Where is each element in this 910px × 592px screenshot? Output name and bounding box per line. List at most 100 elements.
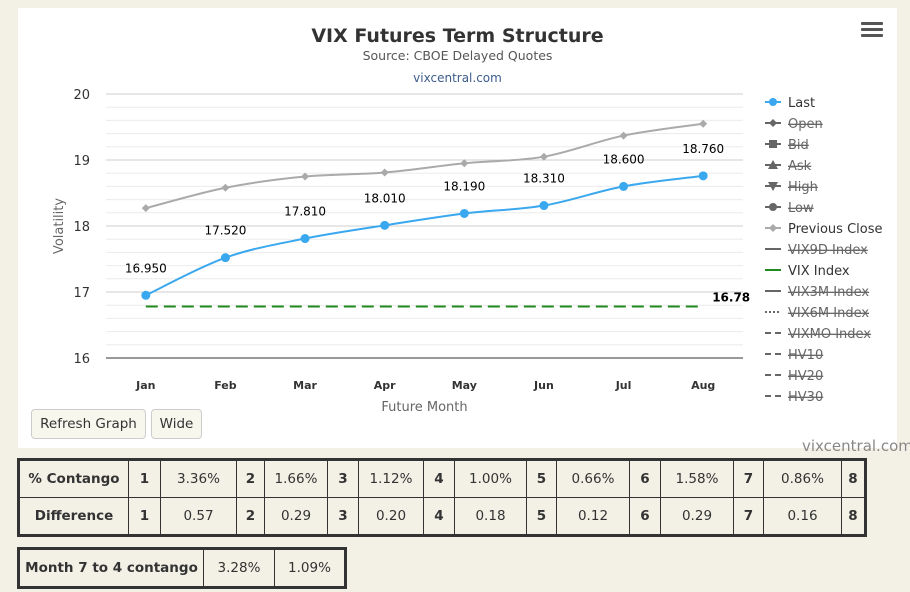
difference-label: Difference [19,497,129,535]
y-axis-label: Volatility [52,198,67,254]
previous-close-point [141,204,150,213]
y-tick-label: 18 [73,220,90,235]
difference-index: 2 [236,497,265,535]
contango-value: 3.36% [160,460,237,498]
legend-item[interactable]: VIX Index [765,264,850,279]
x-tick-label: Apr [374,379,396,392]
contango-value: 0.66% [556,460,630,498]
previous-close-point [619,131,628,140]
contango-value: 1.58% [660,460,734,498]
contango-value: 0.86% [763,460,842,498]
y-tick-label: 20 [73,88,90,103]
legend-item[interactable]: Low [765,201,814,216]
difference-index: 6 [629,497,661,535]
last-data-label: 16.950 [125,261,167,275]
legend-item[interactable]: Last [765,96,815,111]
contango-index: 7 [733,460,764,498]
last-data-label: 18.310 [523,172,565,186]
legend-label: VIXMO Index [788,327,871,342]
x-tick-label: Jan [135,379,155,392]
last-data-label: 17.520 [204,224,246,238]
chart-svg: 16 17 18 19 20 Jan Feb Mar Apr May Jun Jul Aug Volati… [52,88,883,415]
legend-marker [769,98,777,106]
x-tick-label: Jun [533,379,554,392]
month-contango-value: 3.28% [203,549,275,587]
legend-label: Open [788,117,823,132]
difference-index: 5 [526,497,557,535]
contango-value: 1.12% [358,460,424,498]
y-tick-label: 16 [73,352,90,367]
last-data-label: 17.810 [284,205,326,219]
legend-item[interactable]: High [765,180,818,195]
contango-value: 1.00% [454,460,527,498]
last-data-label: 18.010 [364,191,406,205]
table-row: Difference 1 0.57 2 0.29 3 0.20 4 0.18 5 0.12 6 0.2… [19,497,865,535]
last-point [300,234,310,244]
month-contango-value: 1.09% [274,549,345,587]
legend-item[interactable]: Bid [765,138,809,153]
month-contango-table: Month 7 to 4 contango 3.28% 1.09% [17,547,347,589]
difference-value: 0.29 [264,497,328,535]
previous-close-point [221,183,230,192]
last-point [698,171,708,181]
legend-marker [769,203,777,211]
legend-item[interactable]: VIX9D Index [765,243,868,258]
x-tick-label: May [452,379,477,392]
legend-label: High [788,180,818,195]
legend-label: Last [788,96,815,111]
legend-item[interactable]: VIX3M Index [765,285,869,300]
contango-index: 8 [841,460,865,498]
legend-item[interactable]: Previous Close [765,222,883,237]
difference-value: 0.20 [358,497,424,535]
hamburger-menu-icon[interactable] [861,22,883,40]
difference-value: 0.12 [556,497,630,535]
legend-label: VIX Index [788,264,850,279]
last-point [141,290,151,300]
legend-label: HV20 [788,369,823,384]
source-link[interactable]: vixcentral.com [413,71,502,85]
difference-value: 0.18 [454,497,527,535]
difference-index: 3 [327,497,359,535]
legend-marker [769,140,777,148]
difference-index: 8 [841,497,865,535]
legend-item[interactable]: HV20 [765,369,823,384]
refresh-graph-button[interactable]: Refresh Graph [31,409,146,439]
contango-index: 2 [236,460,265,498]
table-row: % Contango 1 3.36% 2 1.66% 3 1.12% 4 1.00% 5 0.66… [19,460,865,498]
chart-title: VIX Futures Term Structure [311,25,604,47]
x-tick-label: Feb [214,379,237,392]
x-tick-label: Mar [293,379,317,392]
legend-label: Ask [788,159,812,174]
legend-marker [768,160,778,169]
legend-item[interactable]: VIX6M Index [765,306,869,321]
legend-item[interactable]: Ask [765,159,812,174]
last-point [619,181,629,191]
contango-index: 1 [128,460,161,498]
contango-table: % Contango 1 3.36% 2 1.66% 3 1.12% 4 1.00% 5 0.66… [17,458,867,537]
legend-item[interactable]: VIXMO Index [765,327,871,342]
table-row: Month 7 to 4 contango 3.28% 1.09% [19,549,345,587]
previous-close-point [539,152,548,161]
last-point [380,220,390,230]
previous-close-point [460,159,469,168]
month-contango-label: Month 7 to 4 contango [19,549,204,587]
contango-index: 6 [629,460,661,498]
legend-item[interactable]: Open [765,117,823,132]
contango-index: 3 [327,460,359,498]
legend-label: HV10 [788,348,823,363]
legend-label: Previous Close [788,222,883,237]
x-tick-label: Jul [615,379,632,392]
last-data-label: 18.760 [682,142,724,156]
legend-item[interactable]: HV30 [765,390,823,405]
y-tick-label: 19 [73,154,90,169]
y-tick-label: 17 [73,286,90,301]
x-tick-label: Aug [691,379,715,392]
difference-index: 1 [128,497,161,535]
contango-label: % Contango [19,460,129,498]
watermark: vixcentral.com [802,437,910,455]
chart-panel: VIX Futures Term Structure Source: CBOE … [18,8,910,455]
difference-index: 7 [733,497,764,535]
wide-button[interactable]: Wide [151,409,202,439]
vix-index-label: 16.78 [712,291,750,305]
legend-item[interactable]: HV10 [765,348,823,363]
